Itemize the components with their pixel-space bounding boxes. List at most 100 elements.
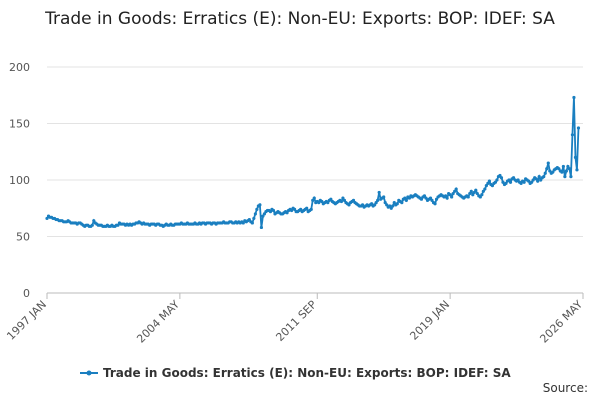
point bbox=[481, 189, 485, 193]
point bbox=[293, 207, 297, 211]
point bbox=[116, 223, 120, 227]
point bbox=[261, 214, 265, 218]
point bbox=[289, 208, 294, 213]
point bbox=[478, 195, 482, 199]
point bbox=[499, 176, 504, 180]
point bbox=[285, 211, 289, 215]
point bbox=[389, 206, 393, 210]
x-tick-label: 1997 JAN bbox=[4, 298, 49, 343]
point bbox=[400, 201, 404, 205]
point bbox=[564, 169, 568, 173]
point bbox=[508, 180, 513, 184]
point bbox=[486, 181, 490, 185]
point bbox=[90, 223, 94, 227]
point bbox=[475, 191, 479, 196]
point bbox=[342, 198, 347, 202]
point bbox=[469, 189, 473, 193]
point bbox=[433, 202, 437, 206]
point bbox=[376, 198, 380, 202]
point bbox=[383, 201, 387, 205]
point bbox=[329, 197, 333, 201]
point bbox=[501, 180, 505, 184]
point bbox=[468, 191, 472, 196]
point bbox=[444, 194, 448, 198]
x-tick-label: 2011 SEP bbox=[273, 298, 319, 344]
point bbox=[534, 177, 538, 181]
point bbox=[309, 207, 313, 211]
legend-label: Trade in Goods: Erratics (E): Non-EU: Ex… bbox=[103, 366, 511, 380]
point bbox=[504, 181, 508, 185]
point bbox=[576, 126, 581, 130]
point bbox=[326, 201, 330, 205]
point bbox=[92, 219, 96, 223]
point bbox=[560, 170, 564, 174]
point bbox=[317, 201, 321, 205]
point bbox=[424, 196, 428, 200]
point bbox=[404, 198, 408, 202]
point bbox=[507, 178, 511, 182]
point bbox=[385, 203, 389, 207]
point bbox=[250, 221, 254, 225]
point bbox=[563, 175, 567, 179]
y-tick-label: 0 bbox=[23, 287, 30, 300]
point bbox=[377, 190, 381, 195]
y-tick-label: 100 bbox=[9, 174, 30, 187]
point bbox=[466, 195, 470, 199]
point bbox=[299, 207, 303, 211]
point bbox=[445, 196, 449, 200]
point bbox=[347, 203, 351, 207]
point bbox=[539, 178, 543, 182]
point bbox=[453, 189, 457, 193]
point bbox=[373, 203, 377, 207]
point bbox=[572, 95, 576, 100]
point bbox=[537, 175, 541, 179]
point bbox=[388, 204, 392, 208]
point bbox=[561, 164, 565, 169]
point bbox=[258, 203, 262, 207]
point bbox=[430, 198, 434, 202]
point bbox=[567, 167, 572, 171]
point bbox=[546, 161, 550, 165]
point bbox=[522, 180, 526, 184]
point bbox=[351, 198, 356, 202]
y-tick-label: 150 bbox=[9, 118, 30, 131]
y-tick-label: 200 bbox=[9, 61, 30, 74]
point bbox=[382, 195, 386, 199]
legend-marker bbox=[86, 370, 92, 376]
x-tick-label: 2004 MAY bbox=[134, 298, 182, 346]
point bbox=[311, 198, 315, 202]
point bbox=[391, 204, 395, 208]
point bbox=[403, 196, 407, 200]
point bbox=[490, 184, 495, 188]
point bbox=[312, 196, 316, 200]
point bbox=[305, 206, 309, 210]
point bbox=[247, 217, 251, 222]
point bbox=[551, 170, 555, 174]
point bbox=[519, 181, 523, 185]
point bbox=[536, 179, 540, 183]
point bbox=[434, 197, 439, 201]
point bbox=[573, 155, 578, 159]
point bbox=[392, 201, 396, 205]
point bbox=[419, 197, 424, 201]
point bbox=[450, 195, 454, 199]
point bbox=[543, 171, 547, 175]
point bbox=[527, 179, 531, 183]
point bbox=[484, 184, 488, 188]
point bbox=[395, 202, 399, 206]
point bbox=[454, 187, 458, 191]
point bbox=[566, 164, 570, 169]
point bbox=[511, 176, 516, 180]
point bbox=[493, 180, 498, 184]
x-tick-label: 2026 MAY bbox=[537, 298, 585, 346]
point bbox=[241, 221, 245, 225]
point bbox=[320, 199, 324, 204]
chart-title: Trade in Goods: Erratics (E): Non-EU: Ex… bbox=[45, 9, 555, 29]
point bbox=[360, 203, 365, 207]
point bbox=[480, 193, 484, 197]
point bbox=[253, 212, 257, 216]
source: Source: bbox=[543, 381, 588, 395]
point bbox=[271, 208, 276, 213]
